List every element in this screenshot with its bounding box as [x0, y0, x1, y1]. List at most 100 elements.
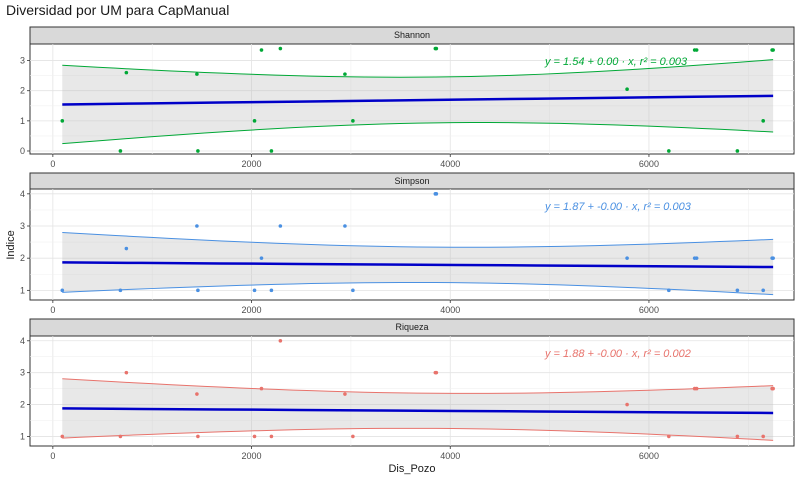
- data-point: [278, 46, 283, 51]
- data-point: [278, 224, 283, 228]
- facet-strip-label: Simpson: [394, 176, 429, 186]
- data-point: [735, 434, 740, 439]
- y-tick-label: 2: [20, 253, 25, 263]
- data-point: [343, 392, 347, 396]
- x-tick-label: 6000: [639, 159, 659, 169]
- facet-strip-label: Shannon: [394, 30, 430, 40]
- y-tick-label: 4: [20, 336, 25, 346]
- data-point: [196, 288, 200, 293]
- y-tick-label: 1: [20, 116, 25, 126]
- data-point: [667, 288, 671, 293]
- data-point: [118, 149, 123, 153]
- data-point: [124, 70, 129, 75]
- x-tick-label: 4000: [440, 159, 460, 169]
- y-tick-label: 1: [20, 431, 25, 441]
- y-axis-title: Indice: [5, 230, 17, 259]
- confidence-lower-line: [62, 427, 774, 441]
- data-point: [124, 370, 129, 375]
- y-tick-label: 3: [20, 368, 25, 378]
- data-point: [625, 256, 629, 260]
- data-point: [667, 149, 671, 153]
- confidence-lower-line: [62, 122, 774, 145]
- regression-line: [62, 94, 774, 106]
- data-point: [351, 434, 355, 439]
- data-point: [351, 119, 355, 123]
- data-point: [124, 246, 129, 251]
- panel-background: [29, 188, 795, 301]
- y-tick-label: 1: [20, 285, 25, 295]
- data-point: [761, 288, 766, 293]
- x-tick-label: 0: [50, 305, 55, 315]
- data-point: [761, 119, 766, 123]
- data-point: [434, 46, 439, 51]
- data-point: [195, 224, 199, 228]
- panel-background: [29, 335, 795, 447]
- data-point: [60, 119, 65, 123]
- x-tick-label: 2000: [242, 159, 262, 169]
- confidence-upper-line: [62, 231, 774, 248]
- data-point: [118, 288, 123, 293]
- confidence-lower-line: [62, 281, 774, 296]
- data-point: [667, 434, 671, 439]
- y-tick-label: 3: [20, 221, 25, 231]
- facet-strip-label: Riqueza: [395, 322, 428, 332]
- x-tick-label: 4000: [440, 451, 460, 461]
- data-point: [60, 434, 65, 439]
- chart-title: Diversidad por UM para CapManual: [6, 2, 230, 18]
- confidence-upper-line: [62, 378, 774, 394]
- y-tick-label: 4: [20, 189, 25, 199]
- data-point: [694, 256, 699, 260]
- data-point: [195, 392, 199, 396]
- x-tick-label: 2000: [242, 451, 262, 461]
- data-point: [195, 72, 199, 76]
- x-tick-label: 2000: [242, 305, 262, 315]
- y-tick-label: 2: [20, 400, 25, 410]
- regression-equation: y = 1.88 + -0.00 · x, r² = 0.002: [544, 348, 691, 360]
- x-tick-label: 6000: [639, 305, 659, 315]
- data-point: [118, 434, 123, 439]
- x-tick-label: 6000: [639, 451, 659, 461]
- data-point: [434, 192, 439, 196]
- data-point: [625, 402, 629, 407]
- data-point: [278, 338, 283, 343]
- data-point: [60, 288, 65, 293]
- y-tick-label: 0: [20, 146, 25, 156]
- data-point: [259, 48, 264, 52]
- data-point: [343, 72, 347, 76]
- data-point: [694, 386, 699, 391]
- confidence-upper-line: [62, 59, 774, 78]
- data-point: [771, 386, 775, 391]
- data-point: [625, 87, 629, 92]
- data-point: [761, 434, 766, 439]
- data-point: [196, 149, 200, 153]
- y-tick-label: 2: [20, 86, 25, 96]
- data-point: [434, 370, 439, 375]
- data-point: [735, 149, 740, 153]
- data-point: [269, 149, 274, 153]
- data-point: [694, 48, 699, 52]
- data-point: [351, 288, 355, 293]
- x-tick-label: 0: [50, 451, 55, 461]
- y-tick-label: 3: [20, 56, 25, 66]
- x-tick-label: 0: [50, 159, 55, 169]
- data-point: [252, 288, 257, 293]
- data-point: [771, 256, 775, 260]
- data-point: [735, 288, 740, 293]
- confidence-band: [62, 59, 774, 144]
- regression-equation: y = 1.54 + 0.00 · x, r² = 0.003: [544, 56, 688, 68]
- data-point: [269, 434, 274, 439]
- x-axis-title: Dis_Pozo: [388, 463, 435, 475]
- x-tick-label: 4000: [440, 305, 460, 315]
- data-point: [252, 119, 257, 123]
- data-point: [771, 48, 775, 52]
- regression-equation: y = 1.87 + -0.00 · x, r² = 0.003: [544, 201, 692, 213]
- data-point: [196, 434, 200, 439]
- data-point: [269, 288, 274, 293]
- data-point: [343, 224, 347, 228]
- data-point: [259, 386, 264, 391]
- regression-line: [62, 407, 774, 415]
- data-point: [252, 434, 257, 439]
- data-point: [259, 256, 264, 260]
